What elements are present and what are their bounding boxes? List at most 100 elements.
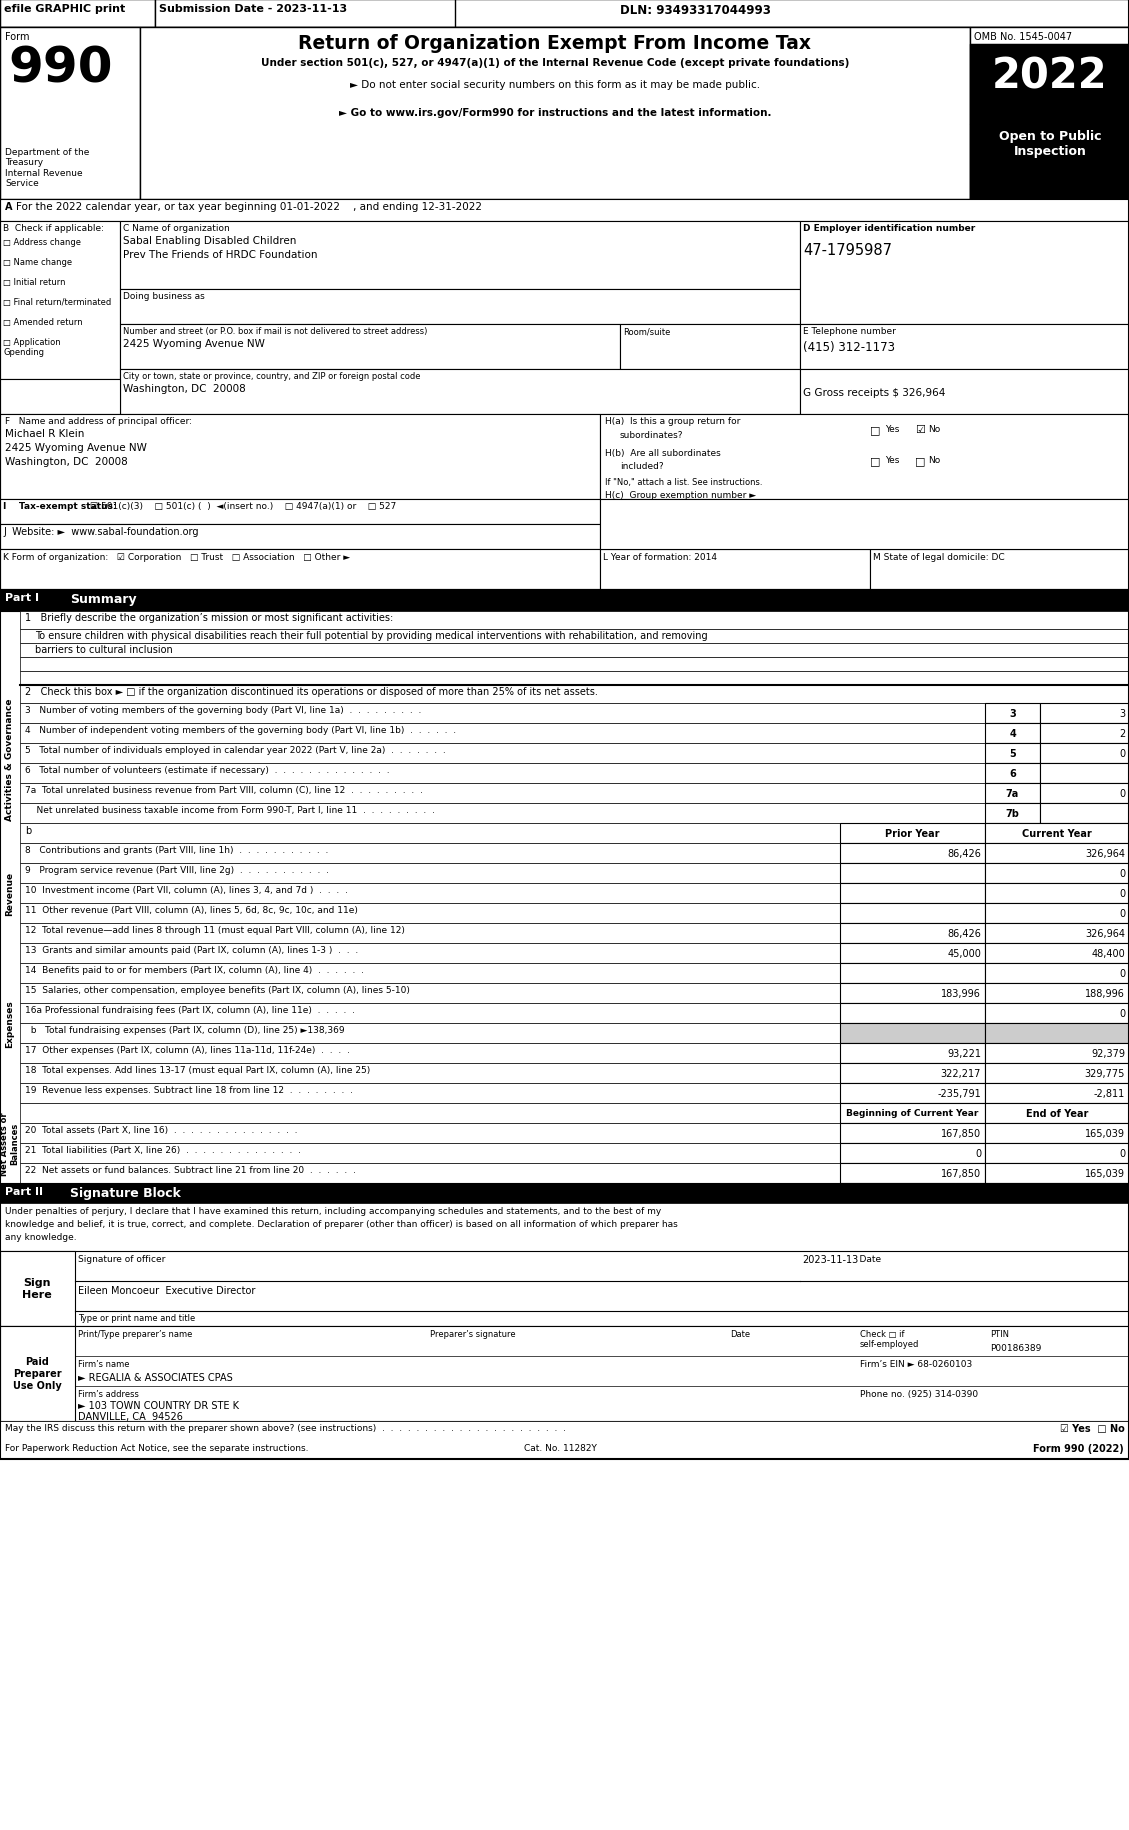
Bar [984,864,1129,884]
Bar [20,924,840,944]
Bar [20,1023,840,1043]
Text: 0: 0 [1119,1149,1124,1158]
Text: 6   Total number of volunteers (estimate if necessary)  .  .  .  .  .  .  .  .  : 6 Total number of volunteers (estimate i… [25,765,390,774]
Bar [20,1103,840,1124]
Bar [840,844,984,864]
Bar [840,1063,984,1083]
Bar [20,1003,840,1023]
Text: If "No," attach a list. See instructions.: If "No," attach a list. See instructions… [605,478,762,487]
Text: 2425 Wyoming Avenue NW: 2425 Wyoming Avenue NW [123,339,265,350]
Bar [20,743,984,763]
Bar [840,1164,984,1184]
Bar [970,46,1129,124]
Bar [120,289,800,324]
Text: Prev The Friends of HRDC Foundation: Prev The Friends of HRDC Foundation [123,251,317,260]
Text: DLN: 93493317044993: DLN: 93493317044993 [620,4,771,16]
Bar [840,1103,984,1124]
Bar [20,864,840,884]
Bar [20,803,984,824]
Text: No: No [928,456,940,465]
Text: 165,039: 165,039 [1085,1168,1124,1179]
Bar [984,1023,1129,1043]
Bar [20,703,984,723]
Text: 0: 0 [1119,789,1124,798]
Bar [20,723,984,743]
Text: -235,791: -235,791 [937,1089,981,1098]
Bar [840,1043,984,1063]
Bar [984,703,1040,723]
Text: P00186389: P00186389 [990,1343,1041,1352]
Bar [0,1252,75,1327]
Bar [0,549,599,589]
Bar [20,904,840,924]
Bar [840,904,984,924]
Bar [20,783,984,803]
Text: 16a Professional fundraising fees (Part IX, column (A), line 11e)  .  .  .  .  .: 16a Professional fundraising fees (Part … [25,1005,355,1014]
Text: Michael R Klein: Michael R Klein [5,428,85,439]
Text: (415) 312-1173: (415) 312-1173 [803,340,895,353]
Bar [20,1043,840,1063]
Text: Doing business as: Doing business as [123,291,204,300]
Text: Part II: Part II [5,1186,43,1197]
Text: C Name of organization: C Name of organization [123,223,229,232]
Text: End of Year: End of Year [1026,1109,1088,1118]
Text: Phone no. (925) 314-0390: Phone no. (925) 314-0390 [860,1389,978,1398]
Bar [984,904,1129,924]
Text: F   Name and address of principal officer:: F Name and address of principal officer: [5,417,192,426]
Text: 5   Total number of individuals employed in calendar year 2022 (Part V, line 2a): 5 Total number of individuals employed i… [25,745,446,754]
Text: Firm’s address: Firm’s address [78,1389,139,1398]
Bar [0,1327,1129,1422]
Text: Print/Type preparer’s name: Print/Type preparer’s name [78,1329,192,1338]
Text: For the 2022 calendar year, or tax year beginning 01-01-2022    , and ending 12-: For the 2022 calendar year, or tax year … [16,201,482,212]
Bar [840,824,984,844]
Text: 183,996: 183,996 [942,988,981,999]
Bar [800,324,1129,370]
Text: Form: Form [5,31,29,42]
Text: 2: 2 [1119,728,1124,739]
Text: 7a  Total unrelated business revenue from Part VIII, column (C), line 12  .  .  : 7a Total unrelated business revenue from… [25,785,423,794]
Text: 2023-11-13: 2023-11-13 [802,1254,858,1265]
Bar [620,324,800,370]
Bar [0,525,599,549]
Bar [20,1083,840,1103]
Text: 2425 Wyoming Avenue NW: 2425 Wyoming Avenue NW [5,443,147,452]
Text: Current Year: Current Year [1022,829,1092,838]
Text: K Form of organization:   ☑ Corporation   □ Trust   □ Association   □ Other ►: K Form of organization: ☑ Corporation □ … [3,553,350,562]
Text: For Paperwork Reduction Act Notice, see the separate instructions.: For Paperwork Reduction Act Notice, see … [5,1444,308,1453]
Text: Number and street (or P.O. box if mail is not delivered to street address): Number and street (or P.O. box if mail i… [123,328,428,337]
Bar [800,370,1129,415]
Bar [984,1144,1129,1164]
Bar [0,500,599,525]
Text: 7a: 7a [1006,789,1019,798]
Text: ► Go to www.irs.gov/Form990 for instructions and the latest information.: ► Go to www.irs.gov/Form990 for instruct… [339,108,771,117]
Text: 12  Total revenue—add lines 8 through 11 (must equal Part VIII, column (A), line: 12 Total revenue—add lines 8 through 11 … [25,926,405,935]
Text: Expenses: Expenses [6,999,15,1047]
Text: knowledge and belief, it is true, correct, and complete. Declaration of preparer: knowledge and belief, it is true, correc… [5,1219,677,1228]
Bar [0,0,155,27]
Text: Net unrelated business taxable income from Form 990-T, Part I, line 11  .  .  . : Net unrelated business taxable income fr… [25,805,435,814]
Text: H(b)  Are all subordinates: H(b) Are all subordinates [605,448,720,458]
Text: OMB No. 1545-0047: OMB No. 1545-0047 [974,31,1073,42]
Bar [0,0,1129,1459]
Text: PTIN: PTIN [990,1329,1009,1338]
Text: Date: Date [730,1329,750,1338]
Bar [870,549,1129,589]
Text: Firm’s EIN ► 68-0260103: Firm’s EIN ► 68-0260103 [860,1360,972,1369]
Text: Beginning of Current Year: Beginning of Current Year [847,1109,979,1118]
Text: 9   Program service revenue (Part VIII, line 2g)  .  .  .  .  .  .  .  .  .  .  : 9 Program service revenue (Part VIII, li… [25,866,329,875]
Bar [155,0,455,27]
Text: 5: 5 [1009,748,1016,759]
Bar [984,1003,1129,1023]
Bar [20,672,1129,686]
Text: □: □ [914,456,926,467]
Bar [840,963,984,983]
Bar [840,884,984,904]
Bar [20,884,840,904]
Text: □: □ [870,425,881,436]
Text: efile GRAPHIC print: efile GRAPHIC print [5,4,125,15]
Text: Form 990 (2022): Form 990 (2022) [1033,1444,1124,1453]
Bar [0,1204,1129,1252]
Bar [984,924,1129,944]
Text: May the IRS discuss this return with the preparer shown above? (see instructions: May the IRS discuss this return with the… [5,1424,566,1433]
Text: 86,426: 86,426 [947,928,981,939]
